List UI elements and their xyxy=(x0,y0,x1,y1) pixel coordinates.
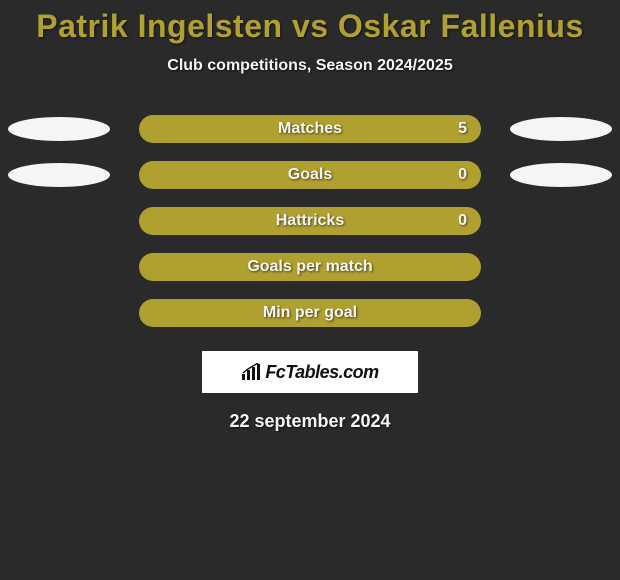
stat-bar: Min per goal xyxy=(139,299,481,327)
logo-text: FcTables.com xyxy=(265,362,378,383)
right-player-marker xyxy=(510,117,612,141)
stat-row: Min per goal xyxy=(0,299,620,327)
left-player-marker xyxy=(8,117,110,141)
stat-label: Hattricks xyxy=(276,212,344,230)
stat-bar: Matches 5 xyxy=(139,115,481,143)
stat-row: Goals 0 xyxy=(0,161,620,189)
subtitle: Club competitions, Season 2024/2025 xyxy=(0,57,620,75)
logo-box: FcTables.com xyxy=(202,351,418,393)
stat-rows: Matches 5 Goals 0 Hattricks 0 Goals per match M… xyxy=(0,115,620,327)
stat-row: Goals per match xyxy=(0,253,620,281)
date-label: 22 september 2024 xyxy=(0,411,620,432)
stat-label: Matches xyxy=(278,120,342,138)
stat-value: 0 xyxy=(458,212,467,230)
page-title: Patrik Ingelsten vs Oskar Fallenius xyxy=(0,8,620,45)
stat-row: Hattricks 0 xyxy=(0,207,620,235)
stat-value: 5 xyxy=(458,120,467,138)
left-player-marker xyxy=(8,163,110,187)
stat-value: 0 xyxy=(458,166,467,184)
right-player-marker xyxy=(510,163,612,187)
chart-icon xyxy=(241,363,263,381)
stat-bar: Goals per match xyxy=(139,253,481,281)
stat-label: Goals xyxy=(288,166,332,184)
stat-bar: Hattricks 0 xyxy=(139,207,481,235)
stat-row: Matches 5 xyxy=(0,115,620,143)
comparison-card: Patrik Ingelsten vs Oskar Fallenius Club… xyxy=(0,0,620,432)
stat-label: Min per goal xyxy=(263,304,357,322)
stat-bar: Goals 0 xyxy=(139,161,481,189)
stat-label: Goals per match xyxy=(247,258,372,276)
